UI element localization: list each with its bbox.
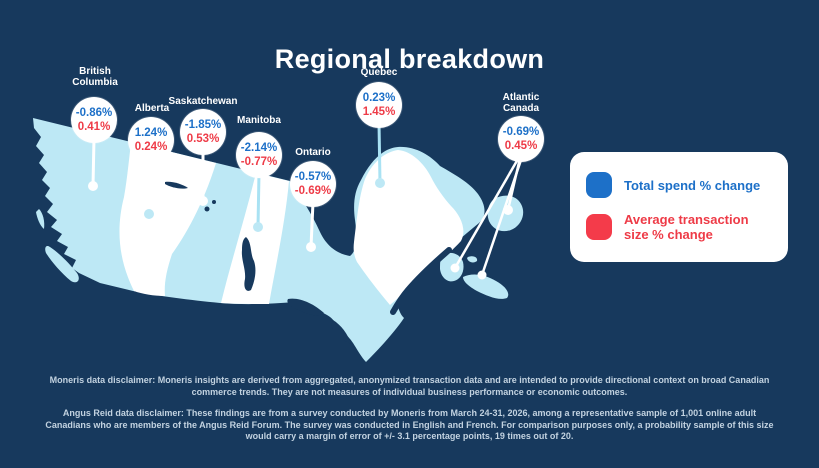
total-spend-value: -0.86% xyxy=(75,107,113,119)
avg-transaction-value: 0.41% xyxy=(77,121,111,133)
map-vancouver-island xyxy=(45,245,79,283)
map-dot-saskatchewan xyxy=(198,196,208,206)
map-haida-gwaii xyxy=(36,209,45,229)
angus-reid-data-disclaimer: Angus Reid data disclaimer: These findin… xyxy=(45,408,774,441)
map-lake-huron xyxy=(331,320,351,344)
map-prince-edward-island xyxy=(467,256,478,263)
total-spend-value: -1.85% xyxy=(184,119,222,131)
avg-transaction-value: 0.53% xyxy=(186,133,220,145)
callout-line-quebec xyxy=(377,122,382,184)
map-dot-atlantic-nova-scotia xyxy=(477,270,487,280)
moneris-data-disclaimer: Moneris data disclaimer: Moneris insight… xyxy=(49,375,770,397)
map-region-manitoba xyxy=(221,173,289,304)
region-bubble-saskatchewan: -1.85% 0.53% xyxy=(180,109,226,155)
region-bubble-manitoba: -2.14% -0.77% xyxy=(236,132,282,178)
legend-item-avg-transaction: Average transaction size % change xyxy=(586,212,772,242)
map-small-lake xyxy=(204,206,210,212)
total-spend-value: 1.24% xyxy=(134,127,168,139)
callout-connectors xyxy=(88,122,523,280)
region-bubble-quebec: 0.23% 1.45% xyxy=(356,82,402,128)
map-region-quebec xyxy=(353,150,464,305)
legend-label-total-spend: Total spend % change xyxy=(624,177,761,193)
map-dot-quebec xyxy=(375,178,385,188)
callout-line-manitoba xyxy=(256,172,261,228)
callout-line-ontario xyxy=(309,201,315,248)
map-dot-british-columbia xyxy=(88,181,98,191)
region-bubble-alberta: 1.24% 0.24% xyxy=(128,117,174,163)
region-bubble-british-columbia: -0.86% 0.41% xyxy=(71,97,117,143)
total-spend-value: -0.57% xyxy=(294,171,332,183)
map-dot-atlantic-new-brunswick xyxy=(450,263,460,273)
map-lake-winnipeg xyxy=(241,237,256,291)
map-dot-alberta xyxy=(144,209,154,219)
region-label-atlantic-canada: Atlantic Canada xyxy=(502,92,540,114)
callout-line-alberta xyxy=(147,157,153,215)
region-bubble-ontario: -0.57% -0.69% xyxy=(290,161,336,207)
avg-transaction-value: -0.77% xyxy=(240,156,278,168)
callout-line-atlantic-3 xyxy=(480,159,523,276)
map-dot-ontario xyxy=(306,242,316,252)
map-st-lawrence-river xyxy=(390,247,452,315)
map-small-lake xyxy=(212,200,216,204)
page-title: Regional breakdown xyxy=(274,44,545,75)
avg-transaction-value: 1.45% xyxy=(362,106,396,118)
total-spend-value: 0.23% xyxy=(362,92,396,104)
avg-transaction-value: 0.45% xyxy=(504,140,538,152)
region-label-saskatchewan: Saskatchewan xyxy=(168,96,238,107)
legend: Total spend % change Average transaction… xyxy=(570,152,788,262)
total-spend-value: -2.14% xyxy=(240,142,278,154)
region-label-ontario: Ontario xyxy=(295,147,331,158)
map-lake-superior xyxy=(287,298,324,316)
region-bubble-atlantic-canada: -0.69% 0.45% xyxy=(498,116,544,162)
map-lake-athabasca xyxy=(165,181,188,189)
callout-line-british-columbia xyxy=(91,137,96,187)
total-spend-swatch-icon xyxy=(586,172,612,198)
legend-label-avg-transaction: Average transaction size % change xyxy=(624,212,749,242)
avg-transaction-value: 0.24% xyxy=(134,141,168,153)
avg-transaction-swatch-icon xyxy=(586,214,612,240)
region-label-manitoba: Manitoba xyxy=(237,115,281,126)
legend-item-total-spend: Total spend % change xyxy=(586,172,772,198)
total-spend-value: -0.69% xyxy=(502,126,540,138)
callout-line-atlantic-2 xyxy=(453,158,520,269)
map-dot-manitoba xyxy=(253,222,263,232)
region-label-british-columbia: British Columbia xyxy=(72,66,118,88)
region-label-alberta: Alberta xyxy=(134,103,170,114)
map-nova-scotia xyxy=(463,274,509,299)
map-region-alberta xyxy=(119,142,216,296)
avg-transaction-value: -0.69% xyxy=(294,185,332,197)
region-label-quebec: Quebec xyxy=(360,67,398,78)
